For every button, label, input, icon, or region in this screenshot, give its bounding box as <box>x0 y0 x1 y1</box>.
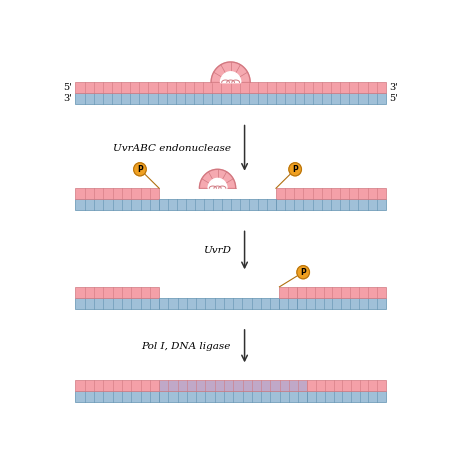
Bar <box>276 188 386 199</box>
Bar <box>159 298 279 309</box>
Text: 3': 3' <box>389 83 398 92</box>
Bar <box>297 287 386 298</box>
Text: 3': 3' <box>63 94 72 103</box>
Bar <box>159 391 307 402</box>
Polygon shape <box>208 178 227 188</box>
Polygon shape <box>211 62 250 82</box>
Text: Pol I, DNA ligase: Pol I, DNA ligase <box>141 342 230 351</box>
Bar <box>279 287 297 298</box>
Bar <box>297 298 386 309</box>
Bar <box>76 93 386 104</box>
Bar <box>76 298 159 309</box>
Bar <box>279 298 297 309</box>
Bar <box>76 380 159 391</box>
Circle shape <box>289 163 302 176</box>
Text: P: P <box>292 165 298 174</box>
Text: UvrABC endonuclease: UvrABC endonuclease <box>112 144 230 153</box>
Text: P: P <box>300 268 306 277</box>
Circle shape <box>297 265 310 279</box>
Polygon shape <box>220 72 241 82</box>
Circle shape <box>134 163 146 176</box>
Bar <box>76 391 159 402</box>
Text: 5': 5' <box>389 94 398 103</box>
Bar <box>76 287 159 298</box>
Bar <box>76 188 159 199</box>
Bar <box>159 199 276 210</box>
Bar <box>76 199 159 210</box>
Polygon shape <box>199 169 236 188</box>
Bar <box>307 380 386 391</box>
Text: UvrD: UvrD <box>202 246 230 255</box>
Bar <box>276 199 386 210</box>
Text: 5': 5' <box>63 83 72 92</box>
Bar <box>307 391 386 402</box>
Text: P: P <box>137 165 143 174</box>
Bar <box>76 82 386 93</box>
Bar <box>159 380 307 391</box>
